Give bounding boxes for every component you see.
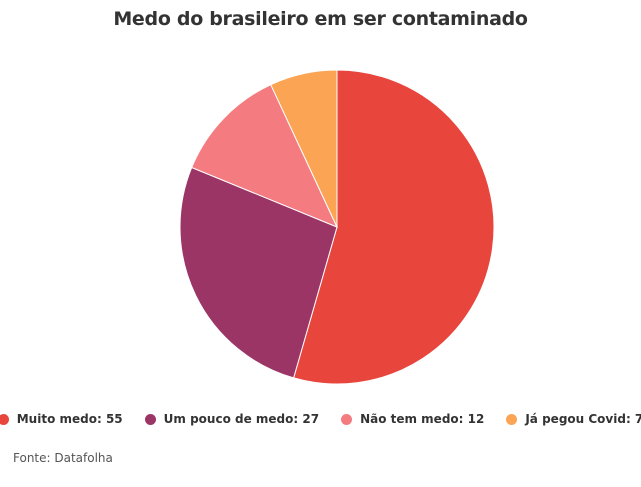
pie-slice-muito-medo[interactable] xyxy=(293,69,495,385)
legend-marker-um-pouco-de-medo xyxy=(144,413,156,425)
pie-slice-nao-tem-medo[interactable] xyxy=(191,83,338,228)
pie-slice-um-pouco-de-medo[interactable] xyxy=(179,166,338,379)
legend-marker-ja-pegou-covid xyxy=(506,413,518,425)
chart-legend: Muito medo: 55 Um pouco de medo: 27 Não … xyxy=(0,412,641,426)
legend-label-ja-pegou-covid: Já pegou Covid: 7 xyxy=(525,412,641,426)
legend-label-um-pouco-de-medo: Um pouco de medo: 27 xyxy=(163,412,320,426)
pie-slice-ja-pegou-covid[interactable] xyxy=(270,69,338,228)
legend-label-nao-tem-medo: Não tem medo: 12 xyxy=(360,412,485,426)
legend-item-muito-medo[interactable]: Muito medo: 55 xyxy=(0,412,123,426)
legend-marker-nao-tem-medo xyxy=(341,413,353,425)
legend-label-muito-medo: Muito medo: 55 xyxy=(16,412,123,426)
legend-item-nao-tem-medo[interactable]: Não tem medo: 12 xyxy=(341,412,484,426)
legend-item-um-pouco-de-medo[interactable]: Um pouco de medo: 27 xyxy=(144,412,320,426)
legend-marker-muito-medo xyxy=(0,413,9,425)
legend-item-ja-pegou-covid[interactable]: Já pegou Covid: 7 xyxy=(506,412,641,426)
source-note: Fonte: Datafolha xyxy=(13,451,113,465)
chart-title: Medo do brasileiro em ser contaminado xyxy=(113,8,528,30)
